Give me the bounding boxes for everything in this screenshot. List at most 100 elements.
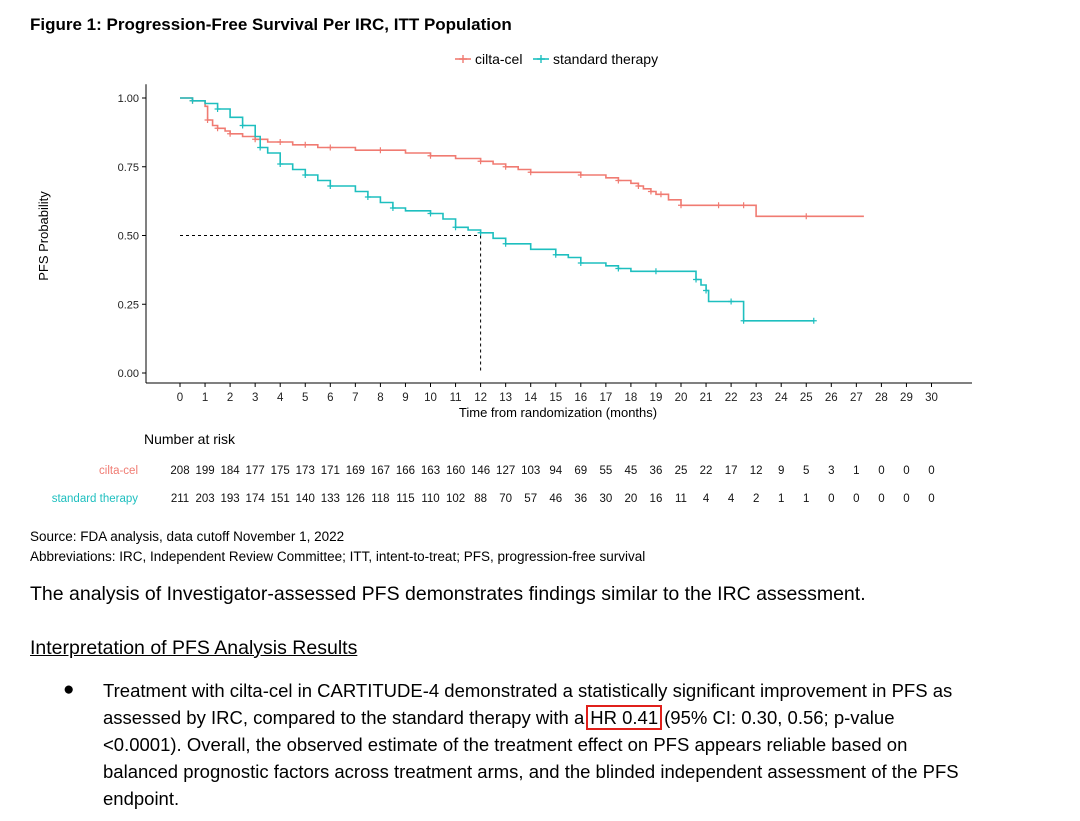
censor-mark: [257, 144, 264, 151]
risk-table-cell: 166: [396, 465, 415, 477]
y-axis-label: PFS Probability: [36, 191, 51, 281]
legend-key-cross: [537, 55, 545, 63]
risk-table-cell: 127: [496, 465, 515, 477]
bullet-text-before: Treatment with cilta-cel in CARTITUDE-4 …: [103, 680, 953, 728]
x-tick-label: 2: [227, 392, 233, 404]
risk-table-cell: 46: [549, 493, 562, 505]
bullet-text-after: (95% CI: 0.30, 0.56; p-value <0.0001). O…: [103, 707, 959, 809]
censor-mark: [452, 224, 459, 231]
series-line-cilta-cel: [180, 97, 864, 218]
censor-mark: [277, 139, 284, 145]
y-tick-label: 0.25: [118, 299, 139, 311]
censor-mark: [577, 172, 584, 178]
x-tick-label: 20: [675, 392, 688, 404]
risk-table-cell: 110: [421, 493, 439, 505]
risk-table-cell: 12: [750, 465, 763, 477]
censor-mark: [703, 287, 710, 294]
x-axis-label: Time from randomization (months): [459, 405, 657, 420]
risk-table-cell: 1: [803, 493, 809, 505]
censor-mark: [502, 163, 509, 170]
risk-table-cell: 11: [675, 493, 687, 505]
risk-table-cell: 193: [221, 493, 240, 505]
x-tick-label: 14: [524, 392, 537, 404]
x-tick-label: 28: [875, 392, 888, 404]
censor-mark: [803, 213, 810, 220]
risk-table-cell: 70: [499, 493, 512, 505]
x-tick-label: 23: [750, 392, 763, 404]
km-chart: 0.000.250.500.751.000 1 2 3 4 5 6 7 8 9 10 11 12 13 14…: [36, 51, 972, 505]
risk-table-cell: 167: [371, 465, 390, 477]
risk-table-cell: 0: [928, 493, 934, 505]
censor-mark: [214, 106, 221, 112]
risk-table-cell: 88: [474, 493, 487, 505]
risk-table-cell: 171: [321, 465, 340, 477]
x-tick-label: 24: [775, 392, 788, 404]
censor-mark: [302, 141, 309, 148]
x-tick-label: 17: [599, 392, 612, 404]
censor-mark: [715, 202, 722, 209]
risk-table-cell: 1: [778, 493, 784, 505]
risk-table-cell: 133: [321, 493, 340, 505]
risk-table-cell: 5: [803, 465, 809, 477]
risk-table-cell: 55: [599, 465, 612, 477]
risk-table-cell: 115: [396, 493, 414, 505]
risk-table-cell: 2: [753, 493, 759, 505]
censor-mark: [377, 147, 384, 154]
hazard-ratio-highlight: HR 0.41: [586, 705, 663, 730]
x-tick-label: 25: [800, 392, 813, 404]
x-tick-label: 18: [625, 392, 638, 404]
x-tick-label: 6: [327, 392, 333, 404]
abbreviations-note: Abbreviations: IRC, Independent Review C…: [30, 549, 646, 564]
risk-table-cell: 169: [346, 465, 365, 477]
risk-table-cell: 160: [446, 465, 465, 477]
risk-table-cell: 25: [675, 465, 688, 477]
x-tick-label: 7: [352, 392, 358, 404]
risk-table-cell: 140: [296, 493, 315, 505]
censor-mark: [189, 97, 196, 104]
risk-table-cell: 4: [703, 493, 710, 505]
risk-table-cell: 0: [903, 465, 909, 477]
x-tick-label: 8: [377, 392, 383, 404]
censor-mark: [389, 205, 396, 211]
censor-mark: [327, 183, 334, 189]
risk-table-cell: 0: [903, 493, 909, 505]
censor-mark: [527, 169, 534, 176]
risk-table-cell: 103: [521, 465, 540, 477]
risk-table-cell: 57: [524, 493, 537, 505]
censor-mark: [678, 202, 684, 209]
censor-mark: [364, 194, 371, 200]
x-tick-label: 12: [474, 392, 487, 404]
censor-mark: [502, 240, 509, 247]
risk-table-cell: 146: [471, 465, 490, 477]
risk-table-cell: 126: [346, 493, 365, 505]
x-tick-label: 19: [650, 392, 663, 404]
censor-mark: [647, 188, 654, 195]
censor-mark: [239, 122, 246, 129]
risk-table-row-label: standard therapy: [52, 493, 139, 505]
censor-mark: [214, 125, 221, 132]
censor-mark: [615, 177, 622, 184]
risk-table-cell: 69: [574, 465, 587, 477]
x-tick-label: 3: [252, 392, 258, 404]
risk-table-cell: 9: [778, 465, 784, 477]
x-tick-label: 11: [450, 392, 462, 404]
risk-table-cell: 175: [271, 465, 290, 477]
censor-mark: [302, 172, 309, 178]
risk-table-cell: 22: [700, 465, 713, 477]
legend-label: cilta-cel: [475, 51, 522, 67]
risk-table-cell: 0: [878, 465, 884, 477]
risk-table-cell: 0: [853, 493, 859, 505]
risk-table-cell: 16: [650, 493, 663, 505]
series-line-standard-therapy: [180, 97, 814, 322]
censor-mark: [693, 276, 700, 283]
risk-table-cell: 1: [853, 465, 859, 477]
risk-table-cell: 211: [171, 493, 189, 505]
risk-table-cell: 173: [296, 465, 315, 477]
x-tick-label: 16: [574, 392, 587, 404]
figure-title: Figure 1: Progression-Free Survival Per …: [30, 15, 512, 34]
censor-mark: [615, 265, 622, 272]
risk-table-cell: 184: [221, 465, 241, 477]
risk-table-cell: 102: [446, 493, 465, 505]
risk-table-cell: 203: [195, 493, 214, 505]
risk-table-cell: 0: [878, 493, 884, 505]
